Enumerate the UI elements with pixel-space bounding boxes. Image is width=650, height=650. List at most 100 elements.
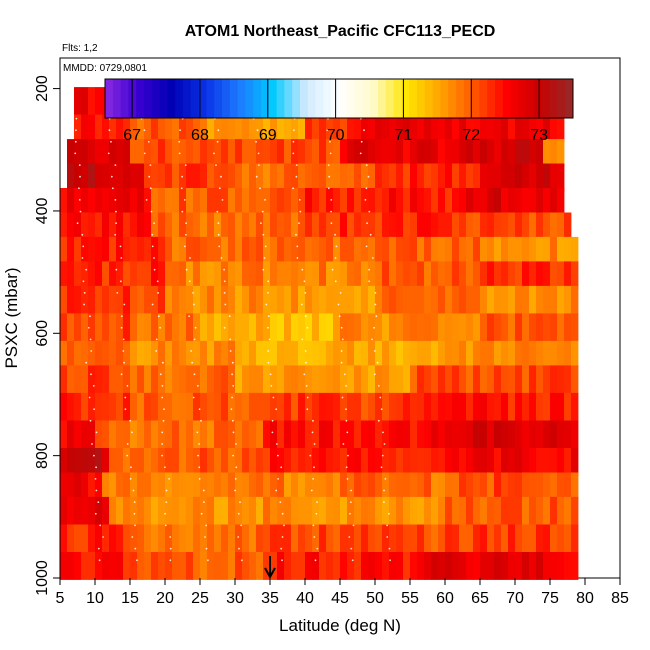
- heatmap-cell: [375, 212, 383, 241]
- heatmap-cell: [60, 340, 68, 369]
- heatmap-cell: [130, 236, 138, 265]
- heatmap-cell: [522, 472, 530, 501]
- heatmap-cell: [445, 313, 453, 342]
- heatmap-cell: [438, 163, 446, 192]
- heatmap-cell: [305, 114, 313, 143]
- heatmap-cell: [277, 114, 285, 143]
- heatmap-cell: [88, 496, 96, 525]
- heatmap-cell: [396, 365, 404, 394]
- heatmap-cell: [557, 139, 565, 167]
- heatmap-cell: [536, 188, 544, 216]
- heatmap-cell: [277, 261, 285, 290]
- heatmap-cell: [249, 285, 257, 314]
- colorbar-swatch: [292, 79, 301, 118]
- heatmap-cell: [522, 285, 530, 314]
- heatmap-cell: [221, 420, 229, 449]
- heatmap-cell: [431, 524, 439, 553]
- track-dot: [155, 350, 158, 352]
- track-dot: [260, 222, 262, 225]
- heatmap-cell: [123, 188, 131, 216]
- colorbar-swatch: [120, 79, 129, 118]
- heatmap-cell: [214, 472, 222, 501]
- heatmap-cell: [340, 236, 348, 265]
- heatmap-cell: [137, 114, 145, 143]
- heatmap-cell: [333, 114, 341, 143]
- heatmap-cell: [480, 472, 488, 501]
- heatmap-cell: [137, 212, 145, 241]
- heatmap-cell: [67, 188, 75, 216]
- track-dot: [198, 443, 201, 445]
- heatmap-cell: [291, 420, 299, 449]
- heatmap-cell: [242, 552, 250, 580]
- track-dot: [316, 501, 318, 503]
- heatmap-cell: [291, 472, 299, 501]
- track-dot: [343, 373, 346, 376]
- heatmap-cell: [473, 139, 481, 167]
- heatmap-cell: [158, 472, 166, 501]
- heatmap-cell: [74, 365, 82, 394]
- heatmap-cell: [186, 552, 194, 580]
- heatmap-cell: [382, 114, 390, 143]
- heatmap-cell: [375, 340, 383, 369]
- heatmap-cell: [172, 236, 180, 265]
- track-dot: [386, 536, 389, 538]
- heatmap-cell: [172, 139, 180, 167]
- track-dot: [79, 175, 81, 178]
- track-dot: [131, 431, 133, 434]
- heatmap-cell: [312, 472, 320, 501]
- heatmap-cell: [459, 139, 467, 167]
- heatmap-cell: [473, 524, 481, 553]
- heatmap-cell: [515, 448, 523, 476]
- heatmap-cell: [109, 236, 117, 265]
- track-dot: [277, 478, 279, 480]
- track-dot: [383, 489, 385, 492]
- heatmap-cell: [102, 524, 110, 553]
- heatmap-cell: [95, 552, 103, 580]
- heatmap-cell: [557, 552, 565, 580]
- heatmap-cell: [368, 392, 376, 421]
- heatmap-cell: [207, 313, 215, 342]
- heatmap-cell: [284, 524, 292, 553]
- heatmap-cell: [550, 261, 558, 290]
- colorbar-swatch: [214, 79, 223, 118]
- heatmap-cell: [459, 420, 467, 449]
- heatmap-cell: [417, 261, 425, 290]
- heatmap-cell: [305, 285, 313, 314]
- heatmap-cell: [116, 472, 124, 501]
- heatmap-cell: [445, 365, 453, 394]
- track-dot: [145, 199, 148, 201]
- heatmap-cell: [214, 340, 222, 369]
- heatmap-cell: [88, 524, 96, 553]
- track-dot: [304, 292, 307, 294]
- heatmap-cell: [291, 365, 299, 394]
- track-dot: [255, 140, 257, 143]
- heatmap-cell: [333, 472, 341, 501]
- heatmap-cell: [109, 524, 117, 553]
- heatmap-cell: [389, 212, 397, 241]
- track-dot: [147, 140, 150, 143]
- heatmap-cell: [375, 392, 383, 421]
- heatmap-cell: [361, 496, 369, 525]
- heatmap-cell: [501, 552, 509, 580]
- heatmap-cell: [501, 472, 509, 501]
- heatmap-cell: [501, 188, 509, 216]
- heatmap-cell: [312, 285, 320, 314]
- heatmap-cell: [256, 552, 264, 580]
- heatmap-cell: [382, 313, 390, 342]
- heatmap-cell: [172, 420, 180, 449]
- heatmap-cell: [277, 420, 285, 449]
- track-dot: [305, 385, 308, 387]
- chart-title: ATOM1 Northeast_Pacific CFC113_PECD: [185, 23, 496, 40]
- heatmap-cell: [459, 313, 467, 342]
- heatmap-cell: [263, 139, 271, 167]
- heatmap-cell: [550, 188, 558, 216]
- heatmap-cell: [228, 212, 236, 241]
- track-dot: [82, 245, 85, 248]
- heatmap-cell: [375, 163, 383, 192]
- heatmap-cell: [130, 496, 138, 525]
- heatmap-cell: [74, 212, 82, 241]
- heatmap-cell: [172, 496, 180, 525]
- heatmap-cell: [193, 552, 201, 580]
- track-dot: [365, 164, 368, 167]
- track-dot: [313, 443, 316, 445]
